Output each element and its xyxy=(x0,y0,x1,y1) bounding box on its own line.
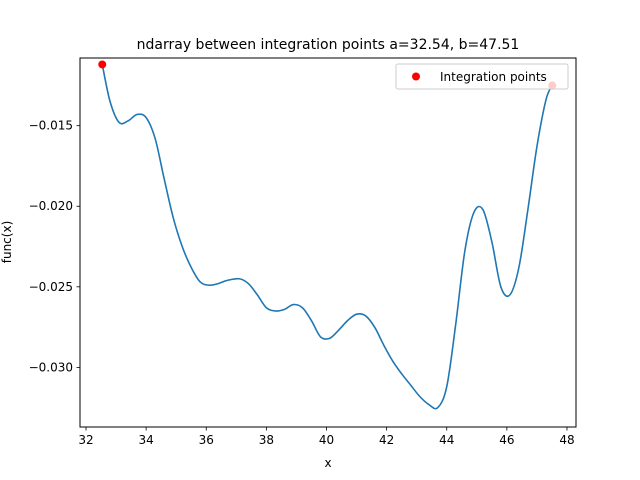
y-tick-label: −0.030 xyxy=(29,360,73,374)
legend-box xyxy=(395,63,569,90)
x-tick-label: 34 xyxy=(138,433,153,447)
x-tick-label: 48 xyxy=(559,433,574,447)
x-tick-label: 42 xyxy=(379,433,394,447)
y-axis-label: func(x) xyxy=(0,221,14,264)
x-tick-label: 40 xyxy=(319,433,334,447)
x-tick-label: 46 xyxy=(499,433,514,447)
x-tick-label: 32 xyxy=(78,433,93,447)
legend: Integration points xyxy=(395,63,569,90)
plot-area xyxy=(98,60,557,410)
axes-frame xyxy=(79,57,577,428)
legend-label-integration-points: Integration points xyxy=(440,70,547,84)
legend-marker-integration-points xyxy=(412,72,420,81)
x-tick-label: 44 xyxy=(439,433,454,447)
integration-point xyxy=(98,60,107,69)
y-tick-label: −0.015 xyxy=(29,119,73,133)
y-tick-label: −0.025 xyxy=(29,280,73,294)
y-tick-label: −0.020 xyxy=(29,199,73,213)
x-tick-label: 38 xyxy=(259,433,274,447)
x-tick-label: 36 xyxy=(199,433,214,447)
x-axis-label: x xyxy=(324,456,331,470)
axis-ticks: 32 34 36 38 40 42 44 46 48 −0.015 −0.020 −0.025 −0.0… xyxy=(29,119,575,447)
series-line-func xyxy=(101,64,553,410)
chart-title: ndarray between integration points a=32.… xyxy=(137,37,520,53)
